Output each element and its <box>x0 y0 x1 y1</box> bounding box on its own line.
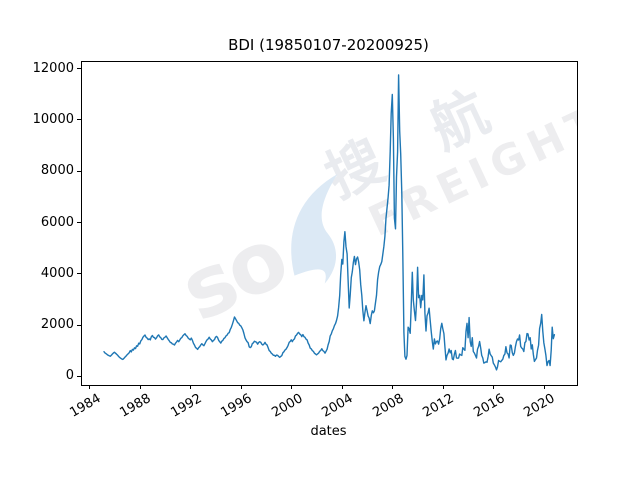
x-axis-label: dates <box>310 424 347 439</box>
y-tick-label: 10000 <box>32 111 74 127</box>
x-tick-mark <box>89 385 91 389</box>
y-tick-mark <box>77 170 81 172</box>
x-tick-mark <box>493 385 495 389</box>
x-tick-mark <box>139 385 141 389</box>
y-tick-label: 12000 <box>32 60 74 76</box>
x-tick-mark <box>291 385 293 389</box>
y-tick-label: 2000 <box>40 317 74 333</box>
watermark-swoosh-icon <box>290 174 338 284</box>
x-tick-mark <box>240 385 242 389</box>
y-tick-mark <box>77 273 81 275</box>
y-tick-label: 6000 <box>40 214 74 230</box>
y-tick-label: 0 <box>65 368 74 384</box>
y-tick-mark <box>77 119 81 121</box>
y-tick-mark <box>77 375 81 377</box>
y-tick-label: 8000 <box>40 163 74 179</box>
watermark-logo-row: so FREIGHT <box>162 62 577 349</box>
x-tick-mark <box>543 385 545 389</box>
chart-title: BDI (19850107-20200925) <box>228 36 429 54</box>
x-tick-mark <box>190 385 192 389</box>
plot-area: 搜 航 so FREIGHT <box>81 61 578 386</box>
y-tick-mark <box>77 222 81 223</box>
bdi-line-series <box>103 74 556 371</box>
y-tick-mark <box>77 324 81 326</box>
x-tick-mark <box>392 385 394 389</box>
x-tick-mark <box>442 385 444 389</box>
y-tick-mark <box>77 68 81 70</box>
watermark: 搜 航 so FREIGHT <box>82 62 577 385</box>
x-tick-mark <box>341 385 343 389</box>
y-tick-label: 4000 <box>40 265 74 281</box>
